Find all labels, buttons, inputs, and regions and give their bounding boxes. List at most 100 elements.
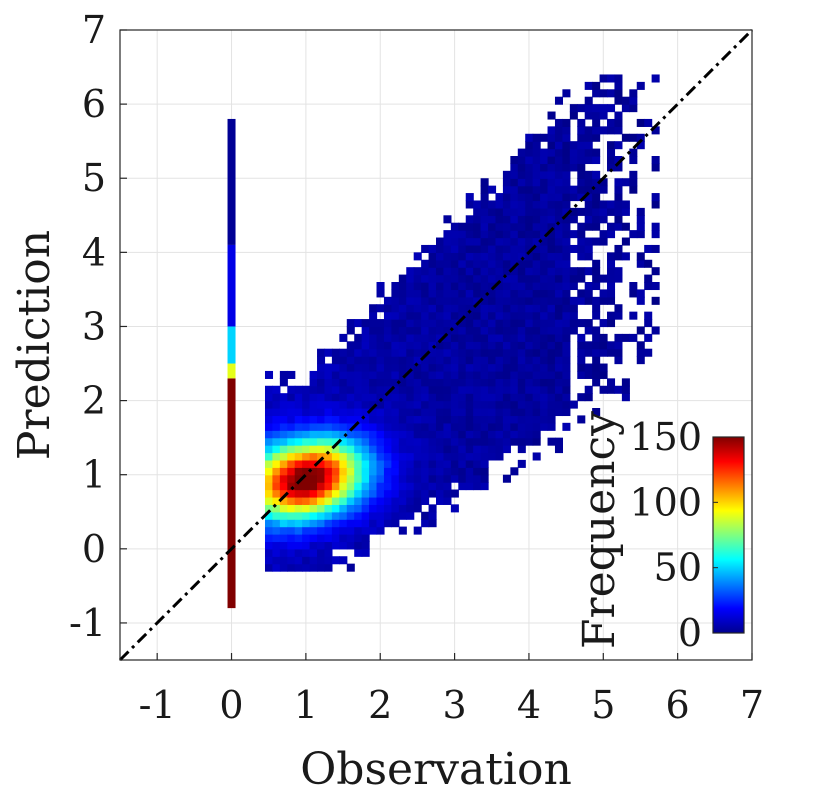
density-cell [510,408,519,417]
density-cell [554,296,563,305]
density-cell [391,482,400,491]
density-cell [495,430,504,439]
density-cell [287,556,296,565]
density-cell [458,363,467,372]
density-cell [525,304,534,313]
density-cell [614,126,623,135]
density-cell [413,474,422,483]
density-cell [488,304,497,313]
density-cell [331,437,340,446]
density-cell [465,445,474,454]
density-cell [391,474,400,483]
density-cell [465,356,474,365]
density-cell [421,489,430,498]
density-cell [443,363,452,372]
density-cell [540,356,549,365]
density-cell [629,282,638,291]
density-cell [540,296,549,305]
density-cell [525,437,534,446]
density-cell [428,348,437,357]
density-cell [331,422,340,431]
density-cell [369,326,378,335]
density-cell [369,363,378,372]
density-cell [302,430,311,439]
density-cell [532,267,541,276]
density-cell [547,244,556,253]
density-cell [294,408,303,417]
density-cell [621,237,630,246]
density-cell [592,341,601,350]
density-cell [517,341,526,350]
density-cell [465,259,474,268]
density-cell [577,370,586,379]
density-cell [264,437,274,446]
density-cell [584,267,593,276]
density-cell [346,400,355,409]
density-cell [547,126,556,135]
density-cell [421,408,430,417]
density-cell [517,296,526,305]
density-cell [547,333,556,342]
density-cell [443,459,452,468]
density-cell [369,474,378,483]
density-cell [525,356,534,365]
density-cell [636,81,645,90]
density-cell [294,526,303,535]
density-cell [272,422,281,431]
density-cell [398,511,407,520]
density-cell [369,526,378,535]
density-cell [607,141,616,150]
density-cell [436,452,445,461]
density-cell [614,348,623,357]
density-cell [436,489,445,498]
density-cell [309,459,318,468]
density-cell [324,504,333,513]
density-cell [562,230,571,239]
density-cell [391,370,400,379]
density-cell [532,400,541,409]
density-cell [421,437,430,446]
density-cell [547,341,556,350]
density-cell [473,274,482,283]
density-cell [324,482,333,491]
density-cell [577,267,586,276]
density-cell [562,207,571,216]
density-cell [488,437,497,446]
density-cell [317,415,326,424]
density-cell [547,437,556,446]
density-cell [383,348,392,357]
density-cell [264,430,274,439]
density-cell [525,274,534,283]
density-cell [428,378,437,387]
density-cell [614,304,623,313]
density-cell [339,408,348,417]
density-cell [383,459,392,468]
density-cell [488,200,497,209]
density-cell [547,408,556,417]
density-cell [436,274,445,283]
density-cell [502,222,511,231]
density-cell [443,378,452,387]
density-cell [502,289,511,298]
density-cell [473,459,482,468]
density-cell [339,356,348,365]
density-cell [443,385,452,394]
density-cell [525,252,534,261]
density-cell [525,200,534,209]
density-cell [473,304,482,313]
density-cell [354,504,363,513]
density-cell [577,252,586,261]
density-cell [651,282,660,291]
density-cell [480,319,489,328]
density-cell [346,511,355,520]
density-cell [406,267,415,276]
y-tick-label: 3 [82,304,106,348]
density-cell [562,274,571,283]
density-cell [465,333,474,342]
zero-column-segment [227,378,236,609]
density-cell [361,452,370,461]
density-cell [577,415,586,424]
density-cell [547,400,556,409]
density-cell [287,489,296,498]
density-cell [354,319,363,328]
